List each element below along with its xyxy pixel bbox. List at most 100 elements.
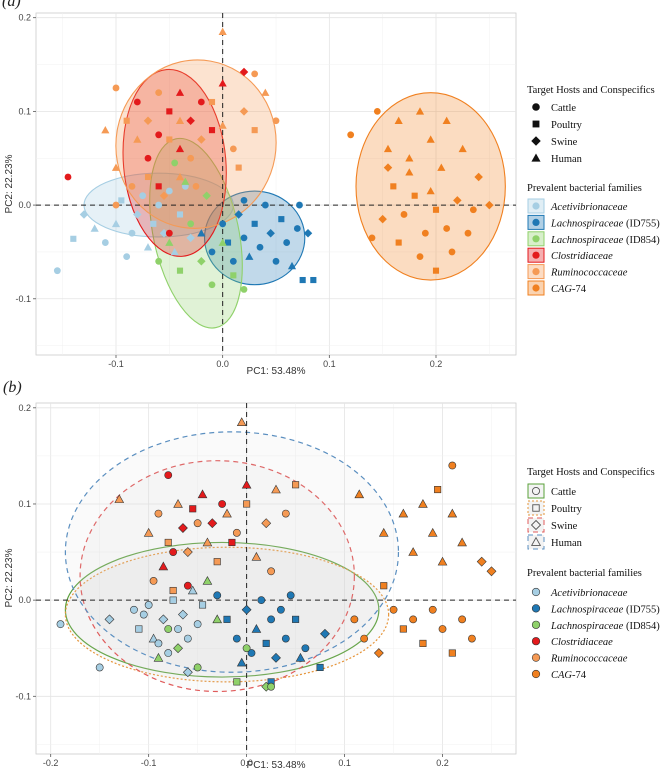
point-ruminococcaceae-human — [175, 116, 185, 125]
point-acetivibrionaceae-poultry — [198, 601, 207, 609]
legend-family-label-ruminococcaceae: Ruminococcaceae — [550, 654, 628, 665]
point-cag-74-cattle — [389, 605, 398, 614]
point-lachnospiraceae-id755-cattle — [208, 248, 216, 256]
point-cag-74-human — [437, 556, 448, 566]
point-cag-74-human — [458, 144, 467, 153]
point-acetivibrionaceae-poultry — [118, 197, 125, 204]
legend-host-key-poultry — [527, 500, 545, 516]
point-lachnospiraceae-id755-cattle — [286, 591, 295, 600]
legend-family-label-ruminococcaceae: Ruminococcaceae — [550, 268, 628, 279]
point-lachnospiraceae-id854-cattle — [155, 257, 163, 265]
point-lachnospiraceae-id854-cattle — [208, 281, 216, 289]
point-lachnospiraceae-id755-human — [287, 261, 297, 270]
point-acetivibrionaceae-cattle — [95, 663, 104, 672]
point-cag-74-swine — [485, 200, 494, 210]
panel-b-grid — [36, 403, 516, 754]
panel-b-plot-area — [35, 402, 517, 755]
point-lachnospiraceae-id755-cattle — [272, 257, 280, 265]
point-lachnospiraceae-id755-human — [295, 652, 306, 662]
point-lachnospiraceae-id755-human — [197, 229, 206, 237]
panel-a-y-axis-label: PC2: 22.23% — [4, 154, 15, 213]
legend-family-symbol-lachnospiraceae-id755 — [532, 218, 540, 226]
legend-host-symbol-poultry — [532, 120, 540, 128]
point-cag-74-human — [447, 508, 458, 518]
point-ruminococcaceae-poultry — [243, 500, 251, 508]
ellipse-human — [64, 431, 400, 673]
panel-b-x-ticks: -0.2 -0.1 0.0 0.1 0.2 — [43, 754, 449, 768]
legend-family-label-lachnospiraceae-id854: Lachnospiraceae (ID854) — [550, 235, 660, 246]
point-acetivibrionaceae-swine — [133, 210, 142, 219]
y-tick-label: 0.0 — [18, 595, 31, 605]
point-cag-74-poultry — [432, 267, 440, 274]
point-acetivibrionaceae-swine — [158, 614, 169, 625]
ellipse-lachnospiraceae-id755 — [203, 190, 306, 286]
y-tick-label: 0.1 — [18, 106, 31, 116]
panel-a: (a) -0.1 0.0 0.1 0.2 -0.1 0.0 0.1 0.2 PC1: 53.… — [2, 0, 660, 377]
point-clostridiaceae-swine — [186, 116, 195, 126]
point-cag-74-human — [378, 527, 389, 537]
legend-family-label-cag-74: CAG-74 — [551, 670, 587, 681]
panel-b-y-axis-label: PC2: 22.23% — [4, 548, 15, 607]
x-tick-label: -0.2 — [43, 758, 59, 768]
point-ruminococcaceae-cattle — [155, 89, 163, 97]
point-ruminococcaceae-poultry — [169, 586, 177, 595]
point-lachnospiraceae-id755-swine — [241, 604, 252, 615]
point-lachnospiraceae-id755-cattle — [247, 649, 256, 657]
legend-host-key-swine — [527, 517, 545, 533]
point-ruminococcaceae-cattle — [281, 509, 290, 518]
legend-family-label-clostridiaceae: Clostridiaceae — [551, 251, 613, 262]
point-acetivibrionaceae-cattle — [130, 605, 138, 614]
panel-b-x-axis-label: PC1: 53.48% — [247, 760, 306, 771]
point-lachnospiraceae-id854-human — [153, 652, 164, 662]
point-cag-74-cattle — [368, 234, 376, 242]
point-acetivibrionaceae-swine — [104, 614, 115, 625]
x-tick-label: 0.1 — [323, 359, 336, 369]
legend-family-symbol-acetivibrionaceae — [532, 202, 540, 210]
point-cag-74-human — [354, 489, 365, 499]
point-ruminococcaceae-cattle — [112, 84, 120, 92]
panel-a-tag: (a) — [2, 0, 21, 10]
point-cag-74-human — [427, 527, 438, 537]
point-acetivibrionaceae-human — [187, 585, 198, 595]
point-lachnospiraceae-id854-human — [218, 238, 227, 246]
legend-family-label-clostridiaceae: Clostridiaceae — [551, 637, 613, 648]
point-ruminococcaceae-poultry — [164, 538, 172, 546]
point-cag-74-cattle — [464, 229, 472, 237]
ellipse-lachnospiraceae-id854 — [149, 137, 243, 329]
point-cag-74-poultry — [390, 183, 397, 190]
panel-b-legend: Target Hosts and Conspecifics Cattle Poult… — [527, 467, 660, 681]
panel-a-legend: Target Hosts and Conspecifics Cattle Poult… — [527, 85, 660, 296]
point-clostridiaceae-swine — [207, 518, 218, 529]
point-clostridiaceae-cattle — [165, 229, 173, 237]
point-cag-74-human — [415, 107, 425, 115]
point-lachnospiraceae-id854-poultry — [176, 267, 184, 274]
point-acetivibrionaceae-poultry — [70, 235, 77, 242]
point-lachnospiraceae-id755-human — [251, 624, 262, 633]
point-lachnospiraceae-id755-swine — [266, 228, 275, 238]
x-tick-label: -0.1 — [108, 359, 124, 369]
point-cag-74-poultry — [411, 192, 418, 199]
point-cag-74-cattle — [438, 625, 447, 633]
point-clostridiaceae-human — [175, 88, 185, 96]
point-clostridiaceae-cattle — [164, 471, 173, 480]
x-tick-label: 0.0 — [240, 758, 253, 768]
y-tick-label: 0.0 — [18, 200, 31, 210]
point-lachnospiraceae-id755-cattle — [293, 225, 301, 232]
point-ruminococcaceae-human — [101, 126, 110, 134]
point-clostridiaceae-human — [218, 79, 227, 87]
point-cag-74-swine — [474, 172, 483, 182]
point-cag-74-cattle — [458, 615, 467, 624]
point-ruminococcaceae-poultry — [144, 173, 152, 181]
point-clostridiaceae-human — [197, 489, 208, 499]
point-cag-74-cattle — [448, 461, 457, 470]
point-ruminococcaceae-cattle — [187, 154, 195, 162]
point-acetivibrionaceae-poultry — [169, 596, 177, 604]
point-lachnospiraceae-id755-swine — [303, 228, 313, 238]
point-cag-74-human — [383, 144, 393, 153]
legend-family-label-acetivibrionaceae: Acetivibrionaceae — [550, 588, 628, 599]
legend-host-label-poultry: Poultry — [551, 120, 583, 131]
point-lachnospiraceae-id854-swine — [202, 191, 211, 200]
point-acetivibrionaceae-cattle — [193, 620, 202, 629]
point-lachnospiraceae-id755-cattle — [283, 239, 291, 246]
